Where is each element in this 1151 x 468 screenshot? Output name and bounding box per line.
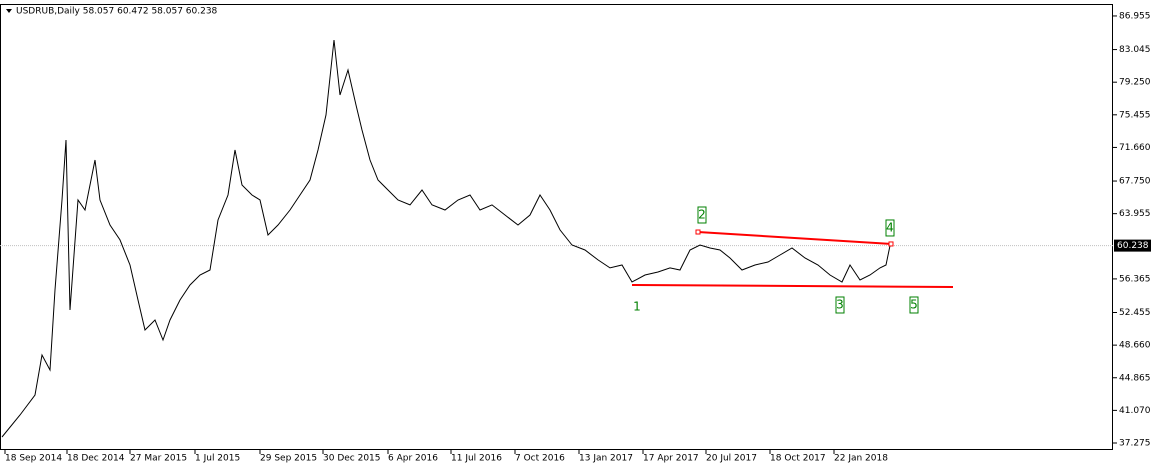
- wave-box: [835, 296, 845, 314]
- last-price-label: 60.238: [1117, 241, 1149, 251]
- x-tick-label: 13 Jan 2017: [579, 454, 633, 464]
- y-tick-label: 48.660: [1119, 341, 1151, 351]
- y-tick-label: 83.045: [1119, 45, 1151, 55]
- last-price-box: [1114, 239, 1151, 252]
- x-tick-label: 29 Sep 2015: [260, 454, 317, 464]
- wave-label: 3: [836, 297, 844, 311]
- wave-label: 1: [633, 299, 641, 313]
- wave-box: [885, 219, 895, 237]
- x-tick-label: 17 Apr 2017: [643, 454, 699, 464]
- menu-arrow: [6, 9, 12, 13]
- y-tick-label: 75.455: [1119, 110, 1151, 120]
- x-tick-label: 6 Apr 2016: [388, 454, 438, 464]
- y-tick-label: 56.365: [1119, 274, 1151, 284]
- wave-box: [909, 296, 919, 314]
- chart-title: USDRUB,Daily 58.057 60.472 58.057 60.238: [16, 7, 218, 17]
- y-tick-label: 79.250: [1119, 78, 1151, 88]
- x-tick-label: 18 Oct 2017: [770, 454, 826, 464]
- x-tick-label: 1 Jul 2015: [195, 454, 240, 464]
- price-line: [1, 39, 891, 438]
- trendline-anchor: [888, 241, 894, 247]
- y-tick-label: 86.955: [1119, 11, 1151, 21]
- y-tick-label: 67.750: [1119, 177, 1151, 187]
- wave-label: 4: [886, 220, 894, 234]
- wave-box: [697, 206, 707, 224]
- x-tick-label: 20 Jul 2017: [706, 454, 757, 464]
- trendline: [697, 231, 892, 245]
- trendline: [631, 283, 954, 289]
- trendline-anchor: [695, 229, 701, 235]
- y-tick-label: 37.275: [1119, 438, 1151, 448]
- plot-frame: [0, 4, 1113, 450]
- y-tick-label: 44.865: [1119, 373, 1151, 383]
- x-tick-label: 30 Dec 2015: [323, 454, 381, 464]
- x-tick-label: 18 Dec 2014: [67, 454, 125, 464]
- x-tick-label: 22 Jan 2018: [834, 454, 888, 464]
- x-tick-label: 7 Oct 2016: [515, 454, 565, 464]
- wave-label: 2: [698, 207, 706, 221]
- y-tick-label: 71.660: [1119, 143, 1151, 153]
- y-tick-label: 63.955: [1119, 209, 1151, 219]
- x-tick-label: 11 Jul 2016: [451, 454, 502, 464]
- x-tick-label: 18 Sep 2014: [5, 454, 62, 464]
- x-tick-label: 27 Mar 2015: [130, 454, 187, 464]
- y-tick-label: 52.455: [1119, 308, 1151, 318]
- wave-label: 5: [910, 297, 918, 311]
- y-tick-label: 41.070: [1119, 406, 1151, 416]
